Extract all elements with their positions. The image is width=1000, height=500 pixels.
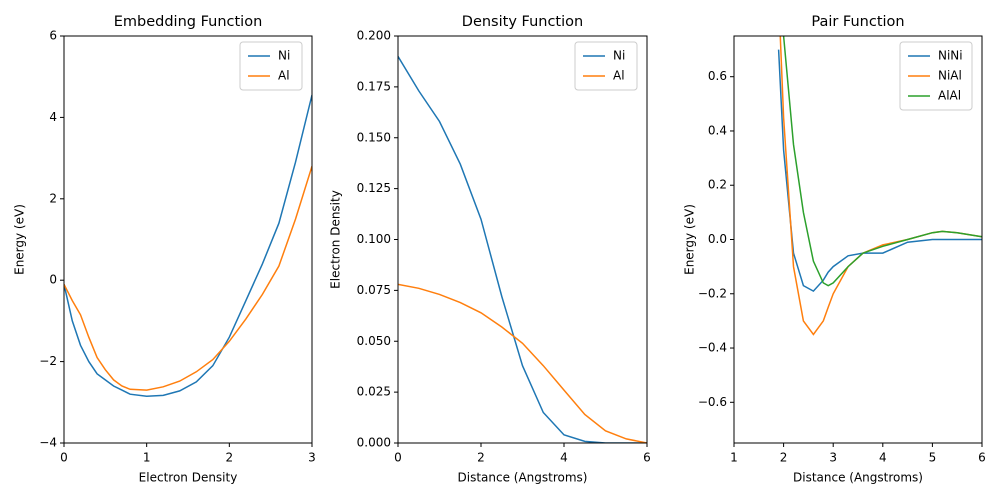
y-axis-label: Electron Density <box>329 190 343 289</box>
x-tick-label: 1 <box>143 451 151 465</box>
y-tick-label: 4 <box>49 110 57 124</box>
y-tick-label: 0.2 <box>708 178 727 192</box>
y-tick-label: 0.6 <box>708 69 727 83</box>
y-tick-label: 0.200 <box>357 29 391 43</box>
x-axis-label: Distance (Angstroms) <box>793 471 923 485</box>
x-tick-label: 6 <box>643 451 651 465</box>
y-tick-label: 0.4 <box>708 123 727 137</box>
legend-box <box>574 41 638 91</box>
x-tick-label: 3 <box>308 451 316 465</box>
x-tick-label: 3 <box>829 451 837 465</box>
y-tick-label: 6 <box>49 29 57 43</box>
x-axis-label: Electron Density <box>139 471 238 485</box>
x-tick-label: 5 <box>929 451 937 465</box>
legend-box <box>239 41 303 91</box>
y-axis-label: Energy (eV) <box>13 204 27 275</box>
chart-title: Pair Function <box>811 14 904 30</box>
chart-title: Density Function <box>462 14 583 30</box>
x-tick-label: 4 <box>560 451 568 465</box>
y-tick-label: 0.100 <box>357 232 391 246</box>
line <box>398 283 647 443</box>
y-tick-label: 0.000 <box>357 436 391 450</box>
y-tick-label: −4 <box>39 436 57 450</box>
line <box>64 165 312 391</box>
y-tick-label: 0.150 <box>357 130 391 144</box>
x-tick-label: 0 <box>60 451 68 465</box>
axes-frame <box>397 35 648 444</box>
x-axis-label: Distance (Angstroms) <box>458 471 588 485</box>
legend-label: Al <box>278 69 290 83</box>
plot-lines <box>398 56 647 443</box>
y-tick-label: −0.6 <box>698 395 727 409</box>
line <box>782 36 982 287</box>
legend-label: NiNi <box>938 49 963 63</box>
x-tick-label: 0 <box>394 451 402 465</box>
y-tick-label: −2 <box>39 354 57 368</box>
y-axis-label: Energy (eV) <box>683 204 697 275</box>
y-tick-label: 0.025 <box>357 385 391 399</box>
y-tick-label: 0.050 <box>357 334 391 348</box>
x-tick-label: 2 <box>780 451 788 465</box>
y-tick-label: 2 <box>49 191 57 205</box>
plot-lines <box>64 94 312 397</box>
line <box>777 49 982 293</box>
legend-label: AlAl <box>938 89 961 103</box>
x-tick-label: 4 <box>879 451 887 465</box>
y-tick-label: 0.075 <box>357 283 391 297</box>
plot-lines <box>777 36 982 336</box>
line <box>64 94 312 397</box>
y-tick-label: 0.125 <box>357 181 391 195</box>
legend-label: NiAl <box>938 69 962 83</box>
y-tick-label: −0.4 <box>698 341 727 355</box>
y-tick-label: 0.175 <box>357 79 391 93</box>
axes-frame <box>733 35 983 444</box>
x-tick-label: 1 <box>730 451 738 465</box>
legend-box <box>899 41 973 111</box>
axes-frame <box>63 35 313 444</box>
x-tick-label: 2 <box>226 451 234 465</box>
x-tick-label: 2 <box>477 451 485 465</box>
chart-title: Embedding Function <box>114 14 263 30</box>
y-tick-label: 0.0 <box>708 232 727 246</box>
y-tick-label: 0 <box>49 273 57 287</box>
y-tick-label: −0.2 <box>698 286 727 300</box>
x-tick-label: 6 <box>978 451 986 465</box>
line <box>398 56 647 443</box>
legend-label: Ni <box>278 49 290 63</box>
legend-label: Ni <box>613 49 625 63</box>
legend-label: Al <box>613 69 625 83</box>
